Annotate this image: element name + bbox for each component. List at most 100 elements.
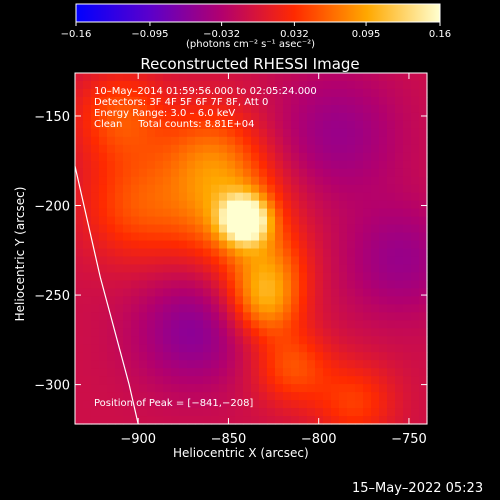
heatmap-cell [99, 272, 108, 282]
heatmap-cell [107, 192, 116, 202]
heatmap-cell [387, 176, 396, 186]
heatmap-cell [395, 344, 404, 353]
heatmap-cell [147, 168, 156, 178]
heatmap-cell [331, 224, 340, 234]
heatmap-cell [419, 192, 428, 202]
heatmap-cell [243, 152, 252, 162]
heatmap-cell [163, 360, 172, 369]
heatmap-cell [379, 184, 388, 194]
heatmap-cell [339, 384, 348, 393]
heatmap-cell [275, 304, 284, 313]
heatmap-cell [243, 200, 252, 210]
heatmap-cell [299, 240, 308, 250]
heatmap-cell [331, 200, 340, 210]
heatmap-cell [275, 296, 284, 305]
heatmap-cell [171, 224, 180, 234]
heatmap-cell [227, 264, 236, 274]
heatmap-cell [171, 328, 180, 337]
heatmap-cell [75, 240, 84, 250]
heatmap-cell [235, 280, 244, 289]
heatmap-cell [91, 296, 100, 305]
heatmap-cell [211, 184, 220, 194]
heatmap-cell [347, 304, 356, 313]
heatmap-cell [123, 152, 132, 162]
heatmap-cell [395, 304, 404, 313]
heatmap-cell [251, 176, 260, 186]
heatmap-cell [315, 344, 324, 353]
heatmap-cell [331, 344, 340, 353]
heatmap-cell [275, 88, 284, 98]
heatmap-cell [275, 392, 284, 401]
heatmap-cell [147, 176, 156, 186]
heatmap-cell [219, 280, 228, 289]
heatmap-cell [419, 352, 428, 361]
heatmap-cell [395, 176, 404, 186]
heatmap-cell [187, 96, 196, 106]
heatmap-cell [323, 240, 332, 250]
heatmap-cell [259, 200, 268, 210]
heatmap-cell [227, 272, 236, 282]
heatmap-cell [171, 368, 180, 377]
heatmap-cell [403, 152, 412, 162]
heatmap-cell [139, 312, 148, 321]
heatmap-cell [363, 112, 372, 122]
heatmap-cell [211, 168, 220, 178]
heatmap-cell [371, 120, 380, 130]
heatmap-cell [307, 312, 316, 321]
heatmap-cell [291, 256, 300, 266]
heatmap-cell [131, 368, 140, 377]
heatmap-cell [307, 112, 316, 122]
heatmap-cell [131, 152, 140, 162]
heatmap-cell [387, 400, 396, 409]
heatmap-cell [363, 144, 372, 154]
heatmap-cell [227, 384, 236, 393]
heatmap-cell [115, 416, 124, 425]
heatmap-cell [371, 80, 380, 90]
heatmap-cell [187, 240, 196, 250]
heatmap-cell [107, 256, 116, 266]
heatmap-cell [315, 160, 324, 170]
heatmap-cell [155, 312, 164, 321]
heatmap-cell [259, 352, 268, 361]
heatmap-cell [211, 176, 220, 186]
heatmap-cell [155, 152, 164, 162]
heatmap-cell [323, 104, 332, 114]
heatmap-cell [171, 280, 180, 289]
heatmap-cell [395, 384, 404, 393]
heatmap-cell [187, 416, 196, 425]
heatmap-cell [187, 120, 196, 130]
heatmap-cell [355, 312, 364, 321]
heatmap-cell [283, 400, 292, 409]
heatmap-cell [171, 256, 180, 266]
heatmap-cell [363, 104, 372, 114]
heatmap-cell [299, 352, 308, 361]
heatmap-cell [219, 160, 228, 170]
heatmap-cell [211, 160, 220, 170]
heatmap-cell [139, 184, 148, 194]
heatmap-cell [403, 416, 412, 425]
heatmap-cell [379, 176, 388, 186]
x-tick-label: −800 [301, 432, 337, 447]
heatmap-cell [171, 400, 180, 409]
heatmap-cell [291, 224, 300, 234]
heatmap-cell [267, 160, 276, 170]
heatmap-cell [171, 408, 180, 417]
heatmap-cell [371, 328, 380, 337]
heatmap-cell [123, 128, 132, 138]
heatmap-cell [187, 288, 196, 297]
heatmap-cell [355, 216, 364, 226]
heatmap-cell [259, 336, 268, 345]
heatmap-cell [139, 288, 148, 297]
heatmap-cell [235, 96, 244, 106]
heatmap-cell [315, 280, 324, 289]
heatmap-cell [155, 128, 164, 138]
heatmap-cell [403, 208, 412, 218]
heatmap-cell [171, 88, 180, 98]
heatmap-cell [195, 120, 204, 130]
heatmap-cell [203, 104, 212, 114]
heatmap-cell [267, 328, 276, 337]
heatmap-cell [219, 184, 228, 194]
heatmap-cell [195, 232, 204, 242]
heatmap-cell [315, 136, 324, 146]
heatmap-cell [99, 104, 108, 114]
